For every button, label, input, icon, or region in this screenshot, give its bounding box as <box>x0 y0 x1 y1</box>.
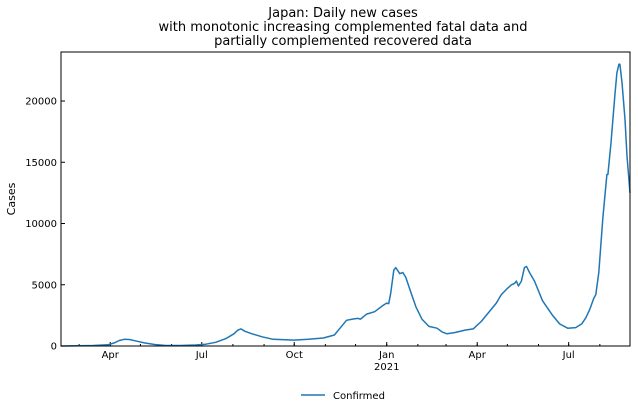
x-tick-label: Jul <box>562 350 575 361</box>
legend-label-confirmed: Confirmed <box>333 391 385 402</box>
series-line-confirmed <box>60 63 631 347</box>
y-tick-label: 0 <box>51 342 57 353</box>
x-tick-label: Apr <box>102 350 120 361</box>
x-tick-sublabel: 2021 <box>374 362 399 373</box>
x-tick-label: Jan <box>378 350 394 361</box>
y-axis-label: Cases <box>5 182 18 215</box>
y-tick-label: 5000 <box>32 280 57 291</box>
y-axis: 0 5000 10000 15000 20000 <box>25 97 65 353</box>
plot-frame <box>60 51 631 347</box>
chart-title-line: Japan: Daily new cases <box>267 6 418 21</box>
y-tick-label: 10000 <box>25 219 57 230</box>
legend: Confirmed <box>301 391 385 402</box>
y-tick-label: 20000 <box>25 97 57 108</box>
x-tick-label: Oct <box>286 350 303 361</box>
chart-title-line: with monotonic increasing complemented f… <box>159 20 528 35</box>
x-tick-label: Apr <box>469 350 487 361</box>
y-tick-label: 15000 <box>25 158 57 169</box>
chart-title-line: partially complemented recovered data <box>214 34 472 49</box>
series-lines <box>60 63 631 347</box>
x-tick-label: Jul <box>195 350 208 361</box>
